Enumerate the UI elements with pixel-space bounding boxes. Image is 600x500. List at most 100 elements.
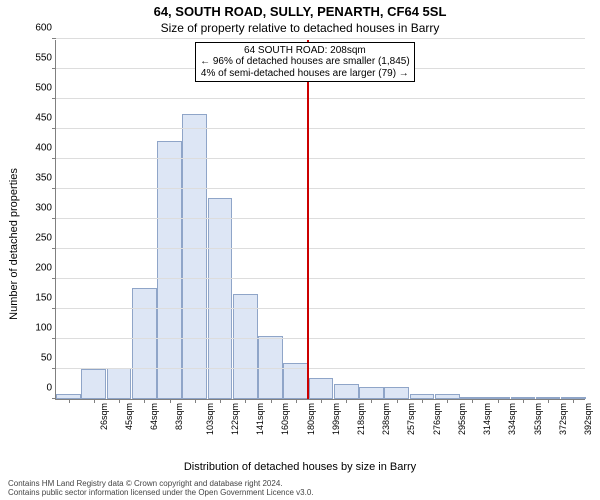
x-tick-label: 141sqm bbox=[255, 403, 265, 435]
x-tick-label: 83sqm bbox=[174, 403, 184, 430]
x-tick-mark bbox=[447, 399, 448, 403]
annotation-line: 4% of semi-detached houses are larger (7… bbox=[200, 68, 410, 80]
x-tick-mark bbox=[498, 399, 499, 403]
histogram-bar bbox=[359, 387, 384, 399]
histogram-bar bbox=[334, 384, 359, 399]
histogram-bar bbox=[233, 294, 258, 399]
x-tick-mark bbox=[296, 399, 297, 403]
x-tick-mark bbox=[523, 399, 524, 403]
x-tick-mark bbox=[271, 399, 272, 403]
x-tick-label: 295sqm bbox=[457, 403, 467, 435]
y-tick-label: 100 bbox=[35, 323, 52, 334]
y-tick-mark bbox=[52, 368, 56, 369]
x-tick-label: 276sqm bbox=[432, 403, 442, 435]
y-tick-label: 300 bbox=[35, 203, 52, 214]
histogram-bar bbox=[157, 141, 182, 399]
x-tick-mark bbox=[422, 399, 423, 403]
x-tick-label: 334sqm bbox=[507, 403, 517, 435]
footer-line-2: Contains public sector information licen… bbox=[8, 488, 592, 497]
y-tick-label: 0 bbox=[46, 383, 52, 394]
y-tick-mark bbox=[52, 38, 56, 39]
x-tick-mark bbox=[119, 399, 120, 403]
gridline-h bbox=[56, 308, 585, 309]
y-tick-mark bbox=[52, 158, 56, 159]
x-tick-mark bbox=[245, 399, 246, 403]
x-tick-mark bbox=[346, 399, 347, 403]
y-tick-label: 550 bbox=[35, 53, 52, 64]
x-tick-mark bbox=[144, 399, 145, 403]
histogram-bar bbox=[81, 369, 106, 399]
histogram-bar bbox=[182, 114, 207, 399]
x-tick-mark bbox=[220, 399, 221, 403]
histogram-bar bbox=[107, 368, 132, 399]
x-tick-label: 353sqm bbox=[533, 403, 543, 435]
x-tick-mark bbox=[371, 399, 372, 403]
x-tick-label: 392sqm bbox=[583, 403, 593, 435]
y-tick-mark bbox=[52, 248, 56, 249]
x-tick-label: 218sqm bbox=[356, 403, 366, 435]
annotation-line: 64 SOUTH ROAD: 208sqm bbox=[200, 45, 410, 57]
y-tick-label: 200 bbox=[35, 263, 52, 274]
x-tick-label: 180sqm bbox=[306, 403, 316, 435]
x-tick-label: 103sqm bbox=[205, 403, 215, 435]
histogram-bar bbox=[132, 288, 157, 399]
x-tick-mark bbox=[69, 399, 70, 403]
histogram-bar bbox=[384, 387, 409, 399]
y-tick-label: 150 bbox=[35, 293, 52, 304]
y-axis-label: Number of detached properties bbox=[8, 92, 20, 244]
x-tick-label: 257sqm bbox=[407, 403, 417, 435]
chart-plot-area: 05010015020025030035040045050055060026sq… bbox=[55, 40, 585, 400]
footer-attribution: Contains HM Land Registry data © Crown c… bbox=[8, 479, 592, 497]
x-tick-label: 122sqm bbox=[230, 403, 240, 435]
gridline-h bbox=[56, 188, 585, 189]
y-tick-mark bbox=[52, 68, 56, 69]
x-tick-label: 45sqm bbox=[124, 403, 134, 430]
page-title: 64, SOUTH ROAD, SULLY, PENARTH, CF64 5SL bbox=[0, 4, 600, 19]
x-tick-label: 199sqm bbox=[331, 403, 341, 435]
reference-line bbox=[307, 40, 309, 399]
annotation-line: ← 96% of detached houses are smaller (1,… bbox=[200, 56, 410, 68]
x-tick-mark bbox=[472, 399, 473, 403]
gridline-h bbox=[56, 98, 585, 99]
gridline-h bbox=[56, 338, 585, 339]
annotation-box: 64 SOUTH ROAD: 208sqm← 96% of detached h… bbox=[195, 42, 415, 83]
x-tick-mark bbox=[321, 399, 322, 403]
y-tick-mark bbox=[52, 218, 56, 219]
y-tick-mark bbox=[52, 398, 56, 399]
y-tick-mark bbox=[52, 188, 56, 189]
y-tick-label: 250 bbox=[35, 233, 52, 244]
x-tick-label: 372sqm bbox=[558, 403, 568, 435]
y-tick-mark bbox=[52, 98, 56, 99]
y-tick-label: 450 bbox=[35, 113, 52, 124]
gridline-h bbox=[56, 158, 585, 159]
x-tick-mark bbox=[548, 399, 549, 403]
y-tick-mark bbox=[52, 128, 56, 129]
y-tick-mark bbox=[52, 338, 56, 339]
y-tick-label: 600 bbox=[35, 23, 52, 34]
gridline-h bbox=[56, 38, 585, 39]
gridline-h bbox=[56, 368, 585, 369]
gridline-h bbox=[56, 248, 585, 249]
x-tick-label: 238sqm bbox=[381, 403, 391, 435]
y-tick-label: 400 bbox=[35, 143, 52, 154]
x-tick-mark bbox=[397, 399, 398, 403]
histogram-bar bbox=[309, 378, 334, 399]
x-tick-mark bbox=[170, 399, 171, 403]
x-axis-label: Distribution of detached houses by size … bbox=[0, 461, 600, 473]
y-tick-mark bbox=[52, 278, 56, 279]
x-tick-mark bbox=[195, 399, 196, 403]
x-tick-label: 26sqm bbox=[99, 403, 109, 430]
y-tick-label: 350 bbox=[35, 173, 52, 184]
x-tick-label: 64sqm bbox=[149, 403, 159, 430]
gridline-h bbox=[56, 128, 585, 129]
page-subtitle: Size of property relative to detached ho… bbox=[0, 21, 600, 35]
footer-line-1: Contains HM Land Registry data © Crown c… bbox=[8, 479, 592, 488]
gridline-h bbox=[56, 278, 585, 279]
x-tick-mark bbox=[94, 399, 95, 403]
y-tick-label: 500 bbox=[35, 83, 52, 94]
y-tick-mark bbox=[52, 308, 56, 309]
bars-container bbox=[56, 40, 585, 399]
y-tick-label: 50 bbox=[41, 353, 52, 364]
x-tick-label: 314sqm bbox=[482, 403, 492, 435]
x-tick-label: 160sqm bbox=[280, 403, 290, 435]
